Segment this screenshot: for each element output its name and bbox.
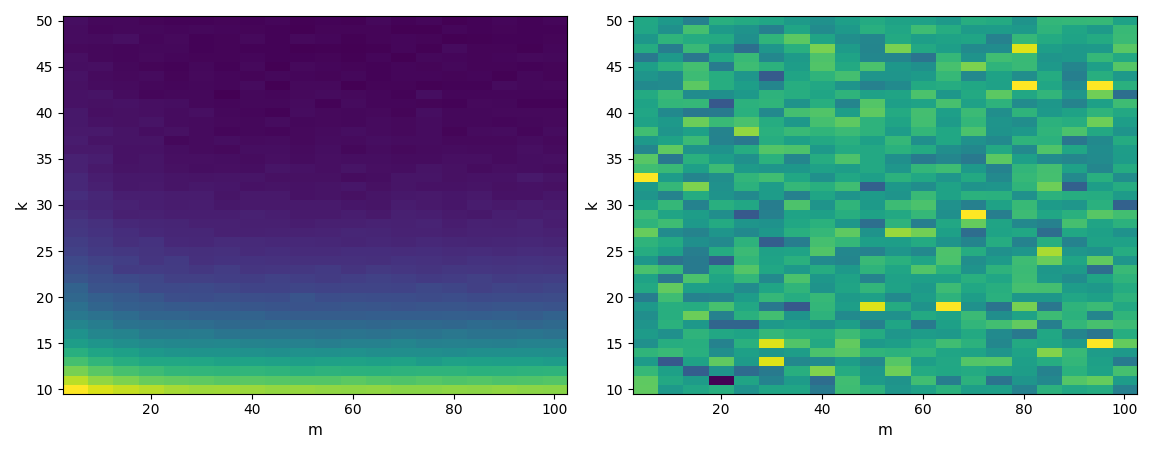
Y-axis label: k: k [15, 201, 30, 209]
X-axis label: m: m [307, 423, 322, 438]
X-axis label: m: m [878, 423, 893, 438]
Y-axis label: k: k [584, 201, 599, 209]
